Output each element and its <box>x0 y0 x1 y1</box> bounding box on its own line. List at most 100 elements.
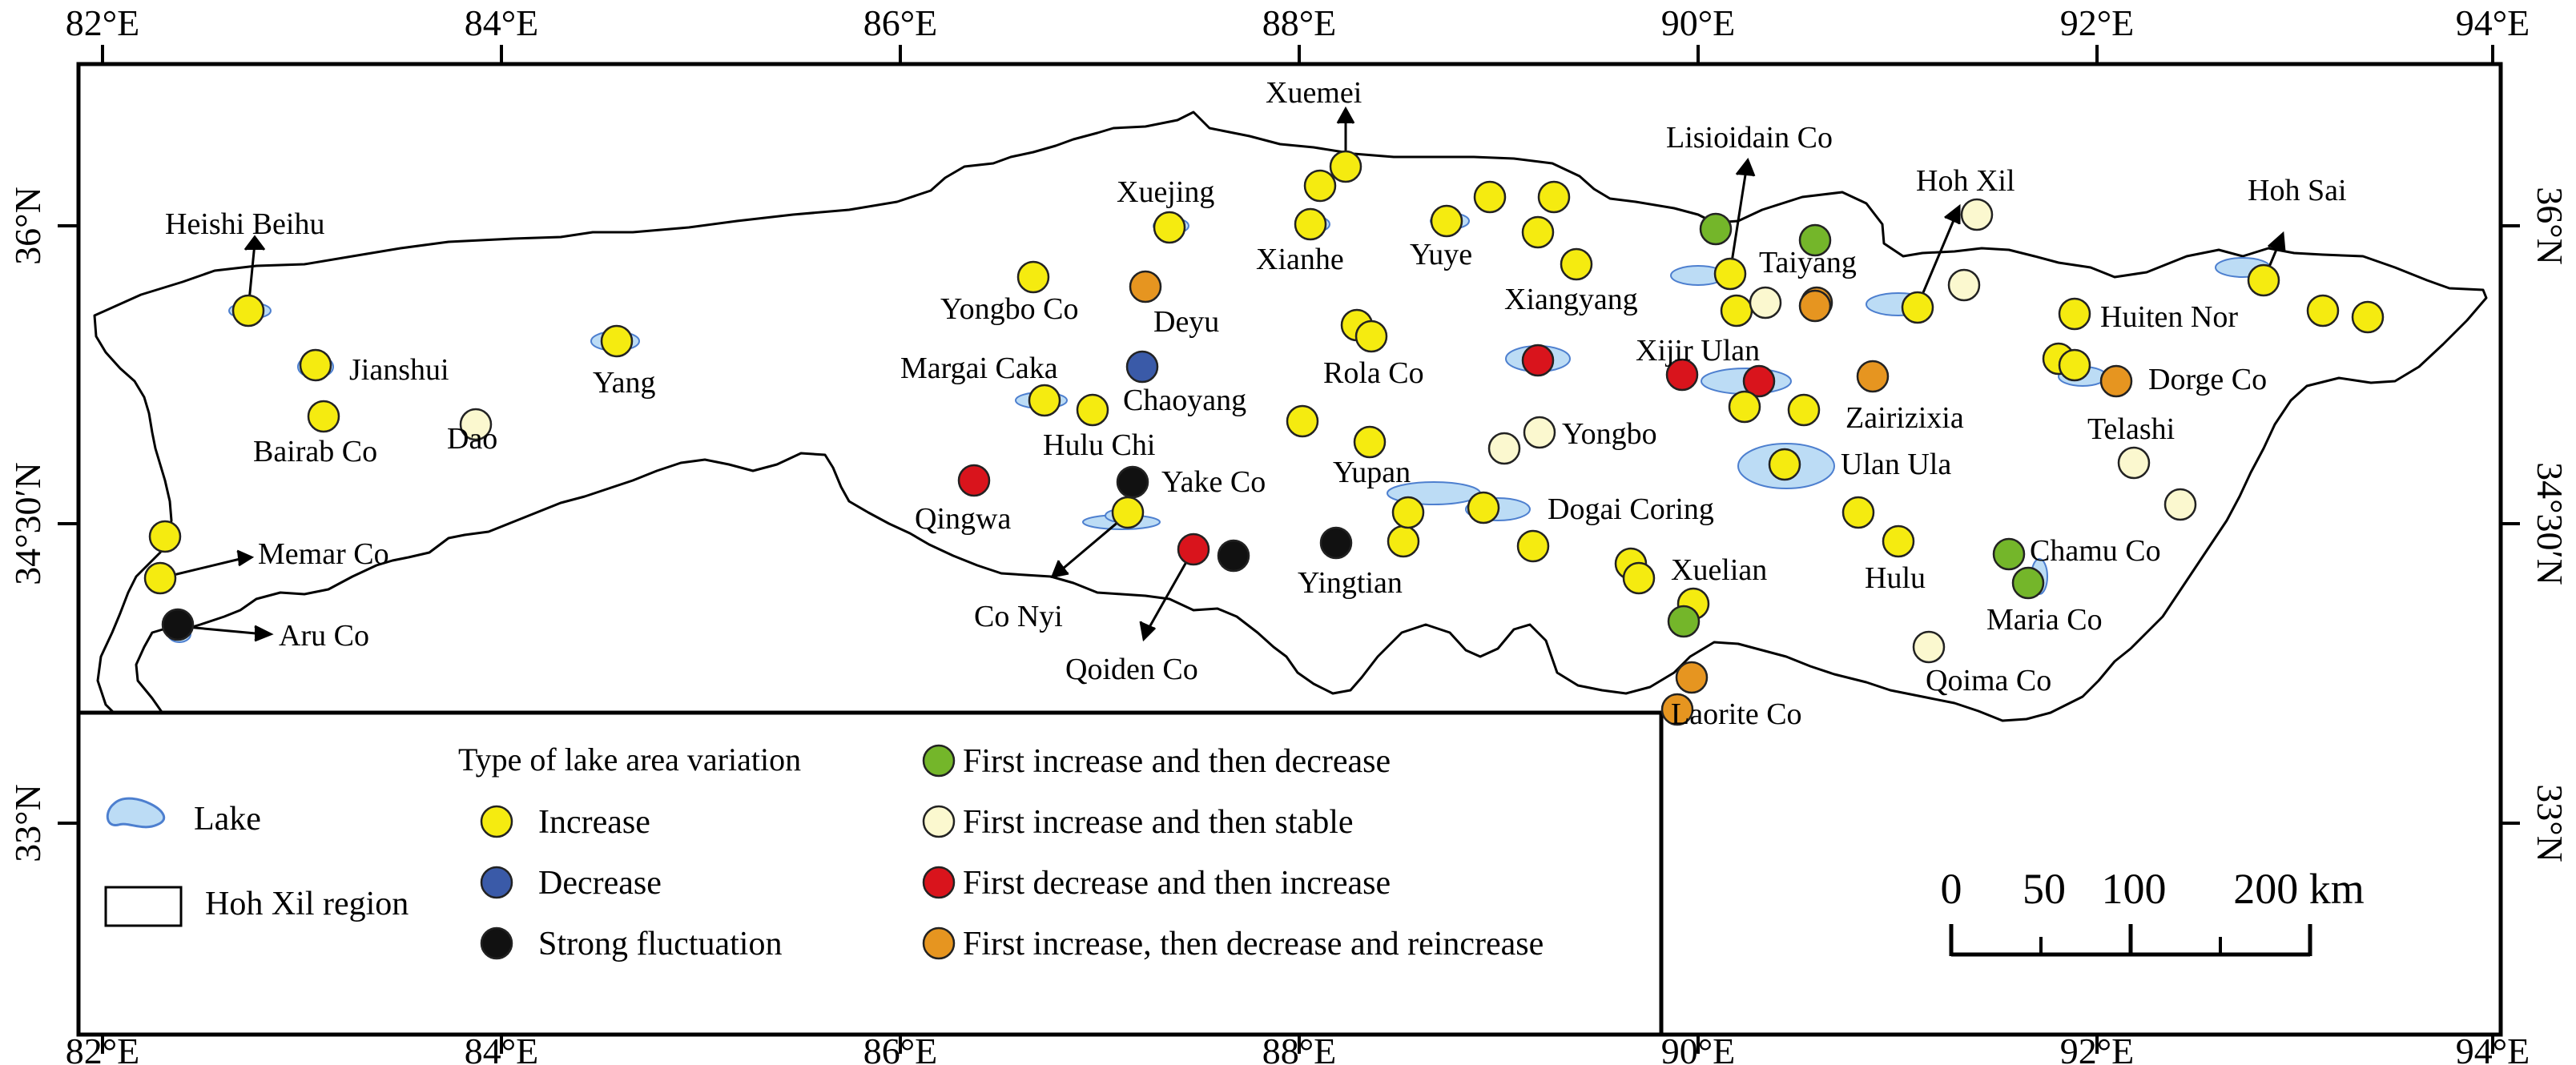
label-qingwa: Qingwa <box>915 502 1011 536</box>
lake-marker <box>1353 425 1387 459</box>
lake-marker <box>1516 529 1550 563</box>
legend-increase-label: Increase <box>538 804 650 841</box>
legend-inc-stable-label: First increase and then stable <box>963 804 1354 841</box>
lake-marker <box>1856 360 1890 393</box>
lon-label-86: 86°E <box>863 2 938 43</box>
label-yingtian: Yingtian <box>1298 566 1403 600</box>
lake-marker <box>1129 270 1162 303</box>
label-yupan: Yupan <box>1333 456 1411 489</box>
lon-label-84: 84°E <box>465 2 539 43</box>
lake-marker <box>143 561 177 595</box>
label-yang: Yang <box>593 366 656 400</box>
lake-marker <box>1665 358 1699 392</box>
lake-marker <box>1841 496 1875 529</box>
scale-label-100: 100 <box>2102 865 2167 913</box>
lake-marker <box>1354 320 1388 353</box>
lake-marker <box>1675 661 1709 694</box>
lake-marker <box>1667 605 1701 638</box>
legend-lake-label: Lake <box>194 801 261 838</box>
scale-label-50: 50 <box>2023 865 2066 913</box>
legend-title: Type of lake area variation <box>458 741 801 778</box>
lake-marker <box>231 294 265 328</box>
lake-marker <box>1713 257 1747 291</box>
lon-label-94: 94°E <box>2456 2 2530 43</box>
label-dao: Dao <box>447 422 497 456</box>
label-hulu: Hulu <box>1865 561 1926 595</box>
graticule-ticks <box>58 45 2520 1054</box>
lake-marker <box>1798 289 1832 323</box>
lake-marker <box>1329 150 1362 183</box>
label-maria-co: Maria Co <box>1986 603 2103 637</box>
lake-marker <box>1521 344 1555 377</box>
lake-marker <box>1537 180 1571 214</box>
lat-label-3430-right: 34°30′N <box>2530 462 2570 585</box>
lake-marker <box>1992 537 2026 571</box>
legend: Type of lake area variation Lake Hoh Xil… <box>104 741 1544 963</box>
lake-marker <box>2117 446 2151 480</box>
label-yongbo-co: Yongbo Co <box>940 292 1078 326</box>
label-dogai-coring: Dogai Coring <box>1548 492 1714 526</box>
lake-marker <box>1467 491 1500 524</box>
label-xianhe: Xianhe <box>1256 243 1344 276</box>
lake-marker <box>1125 350 1159 384</box>
label-bairab-co: Bairab Co <box>253 435 377 468</box>
label-memar-co: Memar Co <box>258 537 389 571</box>
label-co-nyi: Co Nyi <box>974 600 1063 633</box>
lake-marker <box>1487 432 1521 465</box>
label-yake-co: Yake Co <box>1161 465 1266 499</box>
legend-strong-fluctuation-label: Strong fluctuation <box>538 926 782 963</box>
lake-marker <box>307 400 340 433</box>
lon-label-92: 92°E <box>2060 2 2135 43</box>
lake-marker <box>1768 448 1801 481</box>
label-lisioidain-co: Lisioidain Co <box>1666 121 1833 155</box>
label-ulan-ula: Ulan Ula <box>1841 448 1951 481</box>
lake-marker <box>1286 404 1319 438</box>
lon-label-88: 88°E <box>1262 2 1337 43</box>
lat-label-33-right: 33°N <box>2530 784 2570 862</box>
label-aru-co: Aru Co <box>279 619 369 653</box>
lake-marker <box>1387 524 1420 558</box>
lat-label-33-left: 33°N <box>7 784 48 862</box>
legend-dec-inc-label: First decrease and then increase <box>963 865 1391 902</box>
label-yuye: Yuye <box>1410 238 1472 271</box>
legend-region-swatch <box>104 886 183 927</box>
lake-marker <box>1391 496 1425 529</box>
lake-marker <box>1217 539 1250 573</box>
scale-label-0: 0 <box>1941 865 1962 913</box>
lake-markers <box>143 150 2385 726</box>
label-huiten-nor: Huiten Nor <box>2100 300 2238 334</box>
lake-marker <box>2351 300 2385 334</box>
label-chamu-co: Chamu Co <box>2030 534 2161 568</box>
label-heishi-beihu: Heishi Beihu <box>165 207 324 241</box>
lake-marker <box>1699 212 1733 246</box>
lake-marker <box>299 348 332 382</box>
label-margai-caka: Margai Caka <box>900 352 1058 385</box>
label-laorite-co: Laorite Co <box>1671 697 1802 731</box>
lake-marker <box>1787 393 1821 427</box>
legend-inc-dec-marker <box>922 744 956 778</box>
lake-marker <box>1882 524 1915 558</box>
legend-inc-dec-label: First increase and then decrease <box>963 743 1391 780</box>
lake-marker <box>1294 207 1327 241</box>
lat-label-36-left: 36°N <box>7 187 48 265</box>
lake-marker <box>2163 488 2197 521</box>
label-qoiden-co: Qoiden Co <box>1065 653 1198 686</box>
lake-marker <box>1622 561 1656 595</box>
lake-marker <box>1473 180 1507 214</box>
legend-lake-swatch <box>106 797 166 829</box>
legend-strong-fluctuation-marker <box>480 926 513 960</box>
lake-marker <box>148 520 182 553</box>
lake-marker <box>459 408 493 441</box>
lake-marker <box>957 464 991 497</box>
legend-inc-stable-marker <box>922 805 956 838</box>
lake-marker <box>161 608 195 641</box>
lake-marker <box>2247 263 2280 297</box>
lake-marker <box>1720 294 1753 328</box>
legend-decrease-label: Decrease <box>538 865 662 902</box>
legend-increase-marker <box>480 805 513 838</box>
lake-marker <box>2058 348 2091 382</box>
label-hulu-chi: Hulu Chi <box>1043 428 1155 462</box>
label-xiangyang: Xiangyang <box>1504 283 1638 316</box>
label-taiyang: Taiyang <box>1759 246 1857 279</box>
lake-marker <box>1660 693 1694 726</box>
